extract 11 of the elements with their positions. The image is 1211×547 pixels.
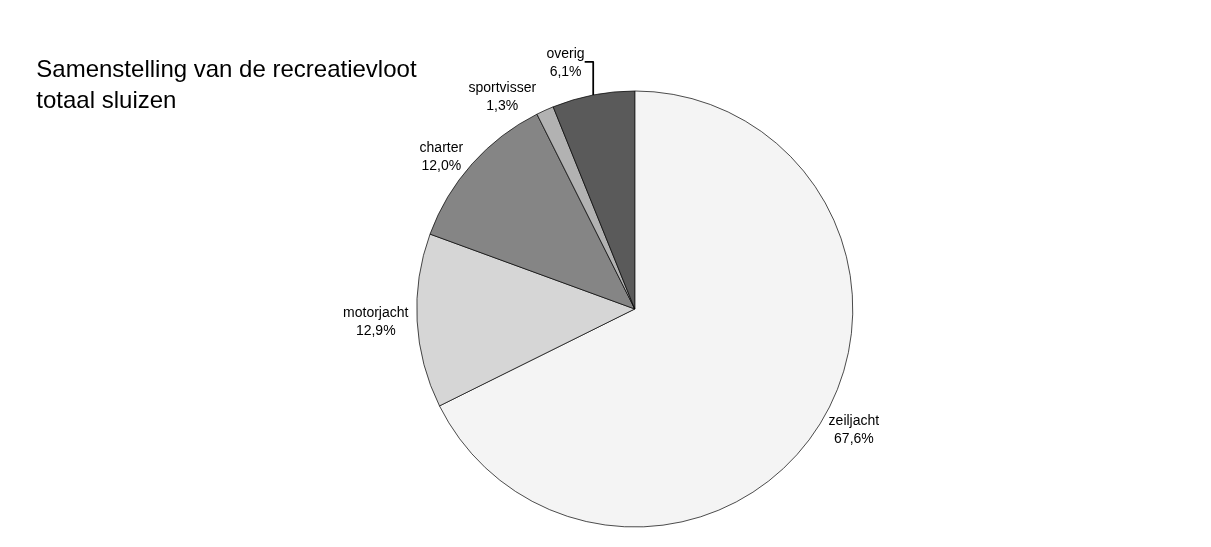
data-label: 12,9% — [355, 322, 396, 339]
data-label: 67,6% — [834, 429, 874, 446]
data-label: 12,0% — [421, 157, 462, 174]
data-label: 1,3% — [486, 97, 519, 114]
slice-label: motorjacht — [343, 303, 409, 320]
slice-label: sportvisser — [468, 79, 537, 96]
text: Samenstelling van de recreatievloot totaal sluizen — [36, 54, 417, 113]
slice-label: charter — [419, 139, 464, 156]
slice-label: zeiljacht — [828, 411, 880, 428]
slice-label: overig — [546, 44, 585, 61]
data-label: 6,1% — [549, 63, 582, 80]
